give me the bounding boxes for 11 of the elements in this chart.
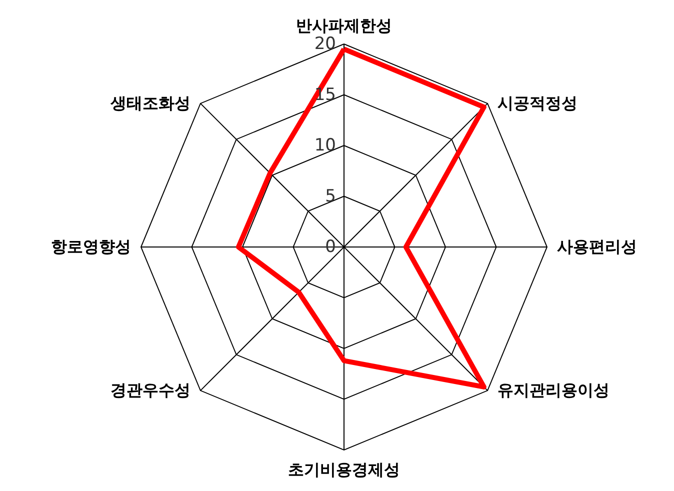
spoke-label: 생태조화성	[109, 93, 190, 112]
y-tick-label: 20	[314, 34, 336, 54]
y-tick-label: 10	[314, 136, 336, 156]
spoke-label: 경관우수성	[110, 380, 190, 400]
spoke-label: 사용편리성	[557, 237, 637, 256]
spoke-label: 항로영향성	[51, 237, 131, 256]
spoke-label: 유지관리용이성	[498, 380, 610, 400]
spoke-label: 반사파제한성	[296, 16, 392, 35]
spoke-label: 초기비용경제성	[288, 460, 400, 479]
y-tick-label: 5	[325, 186, 336, 206]
spoke-label: 시공적정성	[498, 93, 578, 112]
